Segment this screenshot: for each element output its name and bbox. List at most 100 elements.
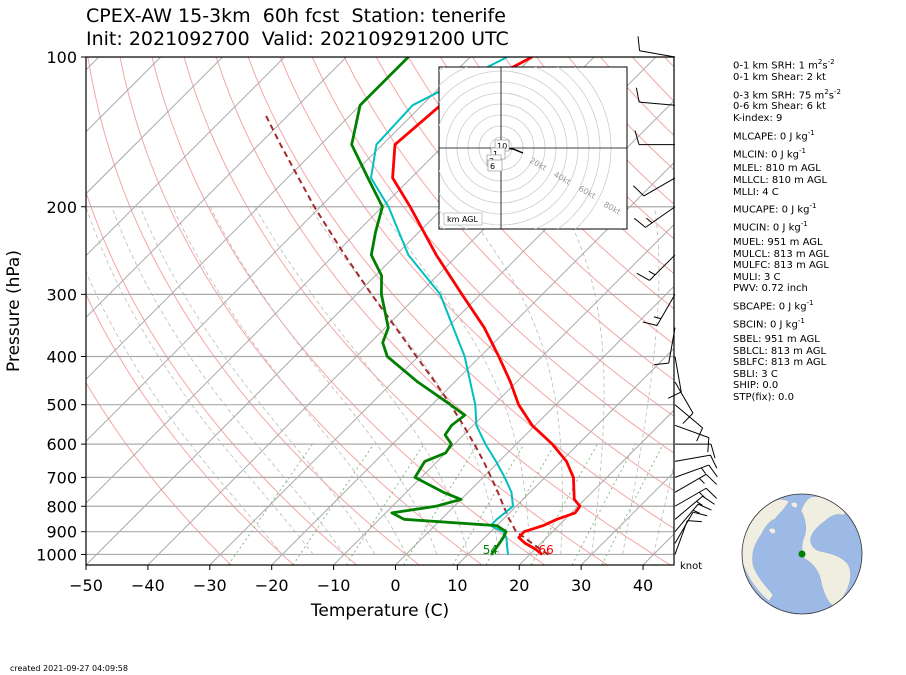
stability-index-line: SBLFC: 813 m AGL	[733, 357, 841, 369]
stability-index-line: MULI: 3 C	[733, 272, 841, 284]
y-tick-label: 300	[46, 285, 77, 304]
wind-barb-half-flag	[698, 477, 705, 484]
wind-unit-label: knot	[680, 561, 702, 572]
x-tick-label: 0	[390, 576, 400, 595]
mixing-ratio-line	[292, 443, 375, 565]
stability-index-line: MLCIN: 0 J kg-1	[733, 146, 841, 161]
unit-text: s	[828, 89, 834, 101]
wind-barb-half-flag	[653, 316, 662, 320]
stability-index-text: SHIP: 0.0	[733, 380, 779, 392]
wind-barb-flag	[692, 511, 708, 517]
isotherm	[86, 57, 347, 319]
stability-index-text: SBLCL: 813 m AGL	[733, 345, 827, 357]
stability-index-line: MUEL: 951 m AGL	[733, 237, 841, 249]
moist-adiabat	[653, 462, 674, 555]
wind-barb	[635, 87, 676, 106]
wind-barb-flag	[697, 503, 712, 511]
wind-barb-shaft	[674, 404, 703, 429]
dry-adiabat	[343, 57, 674, 417]
chart-profiles	[264, 57, 582, 556]
wind-barb-shaft	[674, 356, 682, 393]
moist-adiabat	[377, 206, 531, 555]
stability-index-text: STP(fix): 0.0	[733, 391, 794, 403]
x-tick-label: 10	[447, 576, 467, 595]
isotherm	[86, 57, 223, 195]
wind-barb-flag	[637, 36, 641, 51]
moist-adiabat	[139, 206, 376, 555]
y-tick-label: 600	[46, 435, 77, 454]
wind-barb	[667, 356, 682, 399]
wind-barb-flag	[696, 427, 704, 442]
wind-barb-flag	[707, 437, 710, 453]
hodograph-height-label: 6	[490, 162, 495, 171]
wind-barb-shaft	[674, 503, 699, 533]
stability-index-text: 0-1 km SRH: 1 m	[733, 60, 818, 72]
wind-barbs	[633, 36, 718, 555]
moist-adiabat	[172, 206, 407, 555]
wind-barb-half-flag	[698, 491, 705, 498]
unit-superscript: -2	[833, 87, 841, 96]
x-axis-label: Temperature (C)	[310, 601, 449, 621]
mixing-ratio-line	[403, 443, 479, 565]
dry-adiabat	[86, 190, 357, 565]
dry-adiabat	[279, 57, 674, 492]
wind-barb-shaft	[668, 327, 676, 364]
wind-barb	[674, 473, 717, 493]
dry-adiabat	[151, 57, 546, 565]
wind-barb-shaft	[674, 511, 694, 544]
wind-barb	[674, 424, 710, 453]
unit-superscript: -1	[798, 146, 806, 155]
stability-index-line: SBLI: 3 C	[733, 369, 841, 381]
chart-grid	[86, 57, 906, 565]
y-tick-label: 700	[46, 468, 77, 487]
stability-index-text: SBCIN: 0 J kg	[733, 319, 798, 331]
stability-index-text: MUCAPE: 0 J kg	[733, 204, 810, 216]
stability-index-text: SBEL: 951 m AGL	[733, 333, 820, 345]
wind-barb	[634, 130, 675, 146]
wind-barb-shaft	[643, 177, 676, 197]
stability-index-line: PWV: 0.72 inch	[733, 283, 841, 295]
dry-adiabat	[857, 57, 906, 565]
stability-index-text: MULCL: 813 m AGL	[733, 248, 829, 260]
y-tick-label: 900	[46, 523, 77, 542]
x-tick-label: 30	[571, 576, 591, 595]
x-tick-label: −20	[255, 576, 289, 595]
wind-barb-shaft	[674, 424, 709, 439]
temperature-profile	[391, 57, 582, 556]
wind-barb	[674, 511, 708, 544]
stability-index-text: MLLI: 4 C	[733, 186, 779, 198]
mixing-ratio-line	[601, 443, 664, 565]
y-tick-label: 200	[46, 198, 77, 217]
globe-land	[742, 498, 790, 602]
dry-adiabat	[439, 57, 674, 310]
isotherm	[86, 57, 409, 381]
stability-index-text: SBLI: 3 C	[733, 368, 778, 380]
stability-index-line: SBEL: 951 m AGL	[733, 334, 841, 346]
stability-index-text: 0-1 km Shear: 2 kt	[733, 71, 826, 83]
chart-axes: −50 −40 −30 −20 −10 0 10 20 30 40 100 200 300 400 500 6…	[4, 48, 702, 621]
dry-adiabat	[311, 57, 674, 454]
x-tick-label: −10	[317, 576, 351, 595]
isotherm	[271, 161, 674, 565]
hodograph-legend-box	[443, 212, 483, 226]
isotherm	[395, 285, 674, 565]
globe-land	[768, 528, 776, 534]
wind-barb-half-flag	[700, 467, 706, 475]
wind-barb-shaft	[649, 254, 676, 281]
dry-adiabat	[87, 57, 420, 565]
surface-temperature-label: 66	[539, 543, 554, 557]
isotherm	[86, 57, 471, 442]
wind-barb	[674, 487, 717, 507]
wind-barb-flag	[636, 272, 650, 281]
isotherm	[580, 471, 674, 565]
stability-index-text: 0-6 km Shear: 6 kt	[733, 101, 826, 113]
isotherm	[209, 100, 674, 565]
wind-barb	[674, 381, 694, 424]
hodograph-height-label: 1	[493, 150, 498, 159]
unit-superscript: -2	[827, 58, 835, 66]
wind-barb-flag	[654, 362, 669, 366]
unit-superscript: -1	[807, 128, 815, 137]
wind-barb	[654, 327, 676, 366]
wind-barb-shaft	[639, 101, 676, 106]
globe-outline	[741, 493, 863, 615]
